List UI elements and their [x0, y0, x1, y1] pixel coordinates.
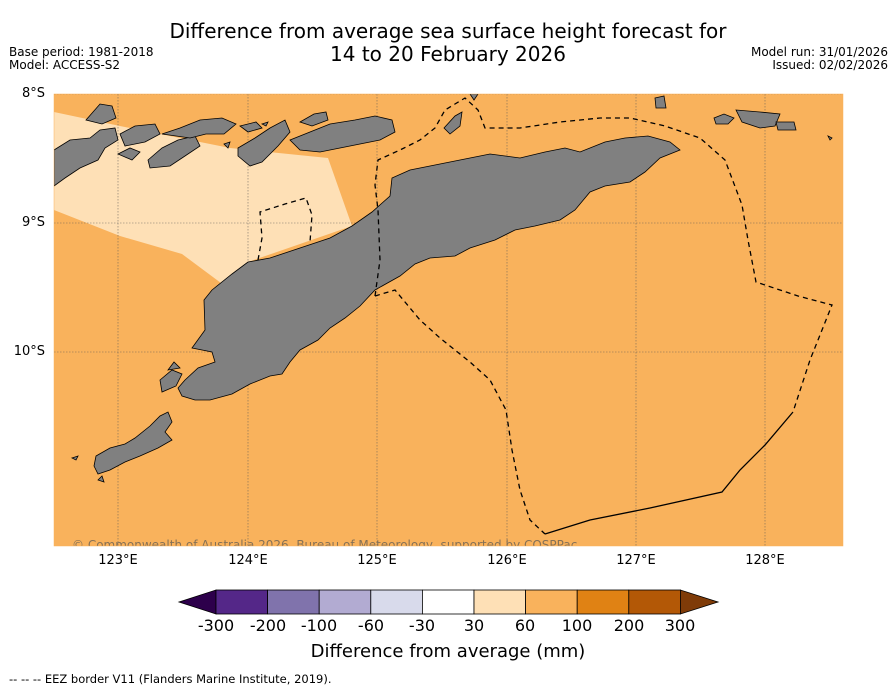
- colorbar-swatch: [215, 589, 268, 615]
- colorbar-extend-high: [680, 589, 720, 615]
- issued-date: Issued: 02/02/2026: [772, 58, 888, 72]
- eez-legend: -- -- -- EEZ border V11 (Flanders Marine…: [9, 672, 332, 686]
- colorbar-tick: 100: [561, 616, 593, 635]
- colorbar-title: Difference from average (mm): [310, 641, 586, 662]
- flores-east: [54, 127, 119, 187]
- colorbar-swatch: [525, 589, 578, 615]
- meta-right: Model run: 31/01/2026 Issued: 02/02/2026: [751, 46, 888, 72]
- lon-label-128e: 128°E: [745, 553, 785, 568]
- lon-label-126e: 126°E: [487, 553, 527, 568]
- title-line-2: 14 to 20 February 2026: [330, 42, 566, 66]
- copyright-notice: © Commonwealth of Australia 2026, Bureau…: [72, 538, 577, 552]
- colorbar-tick: 30: [463, 616, 485, 635]
- lat-label-10s: 10°S: [13, 344, 45, 359]
- lat-label-8s: 8°S: [21, 86, 45, 101]
- colorbar-tick: 300: [664, 616, 696, 635]
- alor-island: [237, 119, 291, 167]
- colorbar-swatch: [576, 589, 630, 615]
- map-frame: [53, 93, 844, 547]
- model-run: Model run: 31/01/2026: [750, 45, 888, 59]
- colorbar-tick: -300: [197, 616, 235, 635]
- lon-label-124e: 124°E: [228, 553, 268, 568]
- colorbar-tick: -30: [408, 616, 436, 635]
- chart-title: Difference from average sea surface heig…: [0, 20, 896, 66]
- model-name: Model: ACCESS-S2: [9, 58, 121, 72]
- title-line-1: Difference from average sea surface heig…: [169, 19, 727, 43]
- colorbar-tick: 200: [613, 616, 645, 635]
- lat-label-9s: 9°S: [21, 215, 45, 230]
- colorbar-swatch: [421, 589, 475, 615]
- colorbar-tick: -200: [249, 616, 287, 635]
- lon-label-125e: 125°E: [357, 553, 397, 568]
- lon-label-127e: 127°E: [616, 553, 656, 568]
- colorbar-tick: 60: [514, 616, 536, 635]
- timor-island: [177, 135, 681, 401]
- colorbar-swatch: [318, 589, 372, 615]
- colorbar-swatch: [267, 589, 320, 615]
- eez-border-solid: [544, 411, 794, 535]
- wetar-island: [289, 115, 396, 153]
- lon-label-123e: 123°E: [98, 553, 138, 568]
- colorbar-swatch: [473, 589, 526, 615]
- land-masses: [54, 94, 833, 483]
- rote-island: [93, 411, 173, 475]
- colorbar-swatch: [370, 589, 423, 615]
- colorbar-extend-low: [177, 589, 217, 615]
- colorbar-tick: -100: [300, 616, 338, 635]
- colorbar-swatch: [628, 589, 681, 615]
- eez-border-lines: [257, 97, 833, 535]
- base-period: Base period: 1981-2018: [9, 45, 154, 59]
- meta-left: Base period: 1981-2018 Model: ACCESS-S2: [9, 46, 154, 72]
- colorbar-tick: -60: [357, 616, 385, 635]
